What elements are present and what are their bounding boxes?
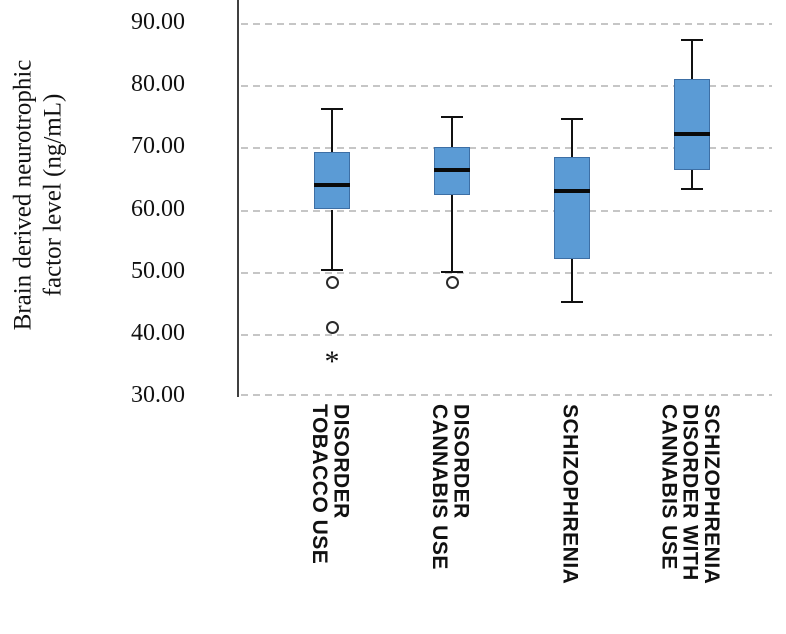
gridline xyxy=(241,394,772,396)
y-tick-label: 60.00 xyxy=(131,195,185,222)
y-tick-label: 80.00 xyxy=(131,71,185,98)
iqr-box xyxy=(674,78,710,171)
gridline xyxy=(241,23,772,25)
y-tick-label: 90.00 xyxy=(131,9,185,35)
whisker-upper-line xyxy=(571,119,573,157)
gridline xyxy=(241,333,772,336)
whisker-upper-cap xyxy=(441,116,463,119)
iqr-box xyxy=(554,156,590,260)
whisker-upper-line xyxy=(451,117,453,148)
y-tick-label: 30.00 xyxy=(131,382,185,408)
outlier-circle xyxy=(445,276,459,290)
whisker-upper-line xyxy=(691,40,693,79)
gridline xyxy=(241,209,772,212)
whisker-lower-cap xyxy=(681,187,703,190)
median-line xyxy=(674,131,710,136)
outlier-circle xyxy=(325,276,339,290)
x-axis-label: CANNABIS USE DISORDER xyxy=(428,404,473,570)
gridline xyxy=(241,147,772,150)
whisker-lower-line xyxy=(331,209,333,270)
whisker-upper-cap xyxy=(681,39,703,42)
gridline xyxy=(241,85,772,88)
x-axis-label: TOBACCO USE DISORDER xyxy=(308,404,353,565)
median-line xyxy=(314,182,350,187)
x-axis-labels: TOBACCO USE DISORDER CANNABIS USE DISORDE… xyxy=(237,404,777,632)
gridline xyxy=(241,271,772,274)
median-line xyxy=(434,168,470,173)
x-axis-label: CANNABIS USE DISORDER WITH SCHIZOPHRENIA xyxy=(657,404,724,585)
y-tick-label: 70.00 xyxy=(131,133,185,160)
plot-area: * xyxy=(237,0,779,397)
y-tick-labels: 90.00 80.00 70.00 60.00 50.00 40.00 30.00 xyxy=(90,0,185,408)
whisker-upper-cap xyxy=(321,107,343,110)
x-axis-label: SCHIZOPHRENIA xyxy=(558,404,582,585)
y-tick-label: 50.00 xyxy=(131,257,185,284)
whisker-lower-cap xyxy=(321,268,343,271)
outlier-circle xyxy=(325,321,339,335)
iqr-box xyxy=(314,151,350,210)
whisker-lower-cap xyxy=(441,270,463,273)
whisker-lower-line xyxy=(451,194,453,272)
median-line xyxy=(554,188,590,193)
whisker-upper-cap xyxy=(561,118,583,121)
whisker-lower-cap xyxy=(561,300,583,303)
y-tick-label: 40.00 xyxy=(131,319,185,346)
whisker-upper-line xyxy=(331,108,333,152)
whisker-lower-line xyxy=(571,259,573,302)
extreme-asterisk: * xyxy=(324,344,340,378)
whisker-lower-line xyxy=(691,170,693,189)
y-axis-title: Brain derived neurotrophic factor level … xyxy=(9,59,67,331)
